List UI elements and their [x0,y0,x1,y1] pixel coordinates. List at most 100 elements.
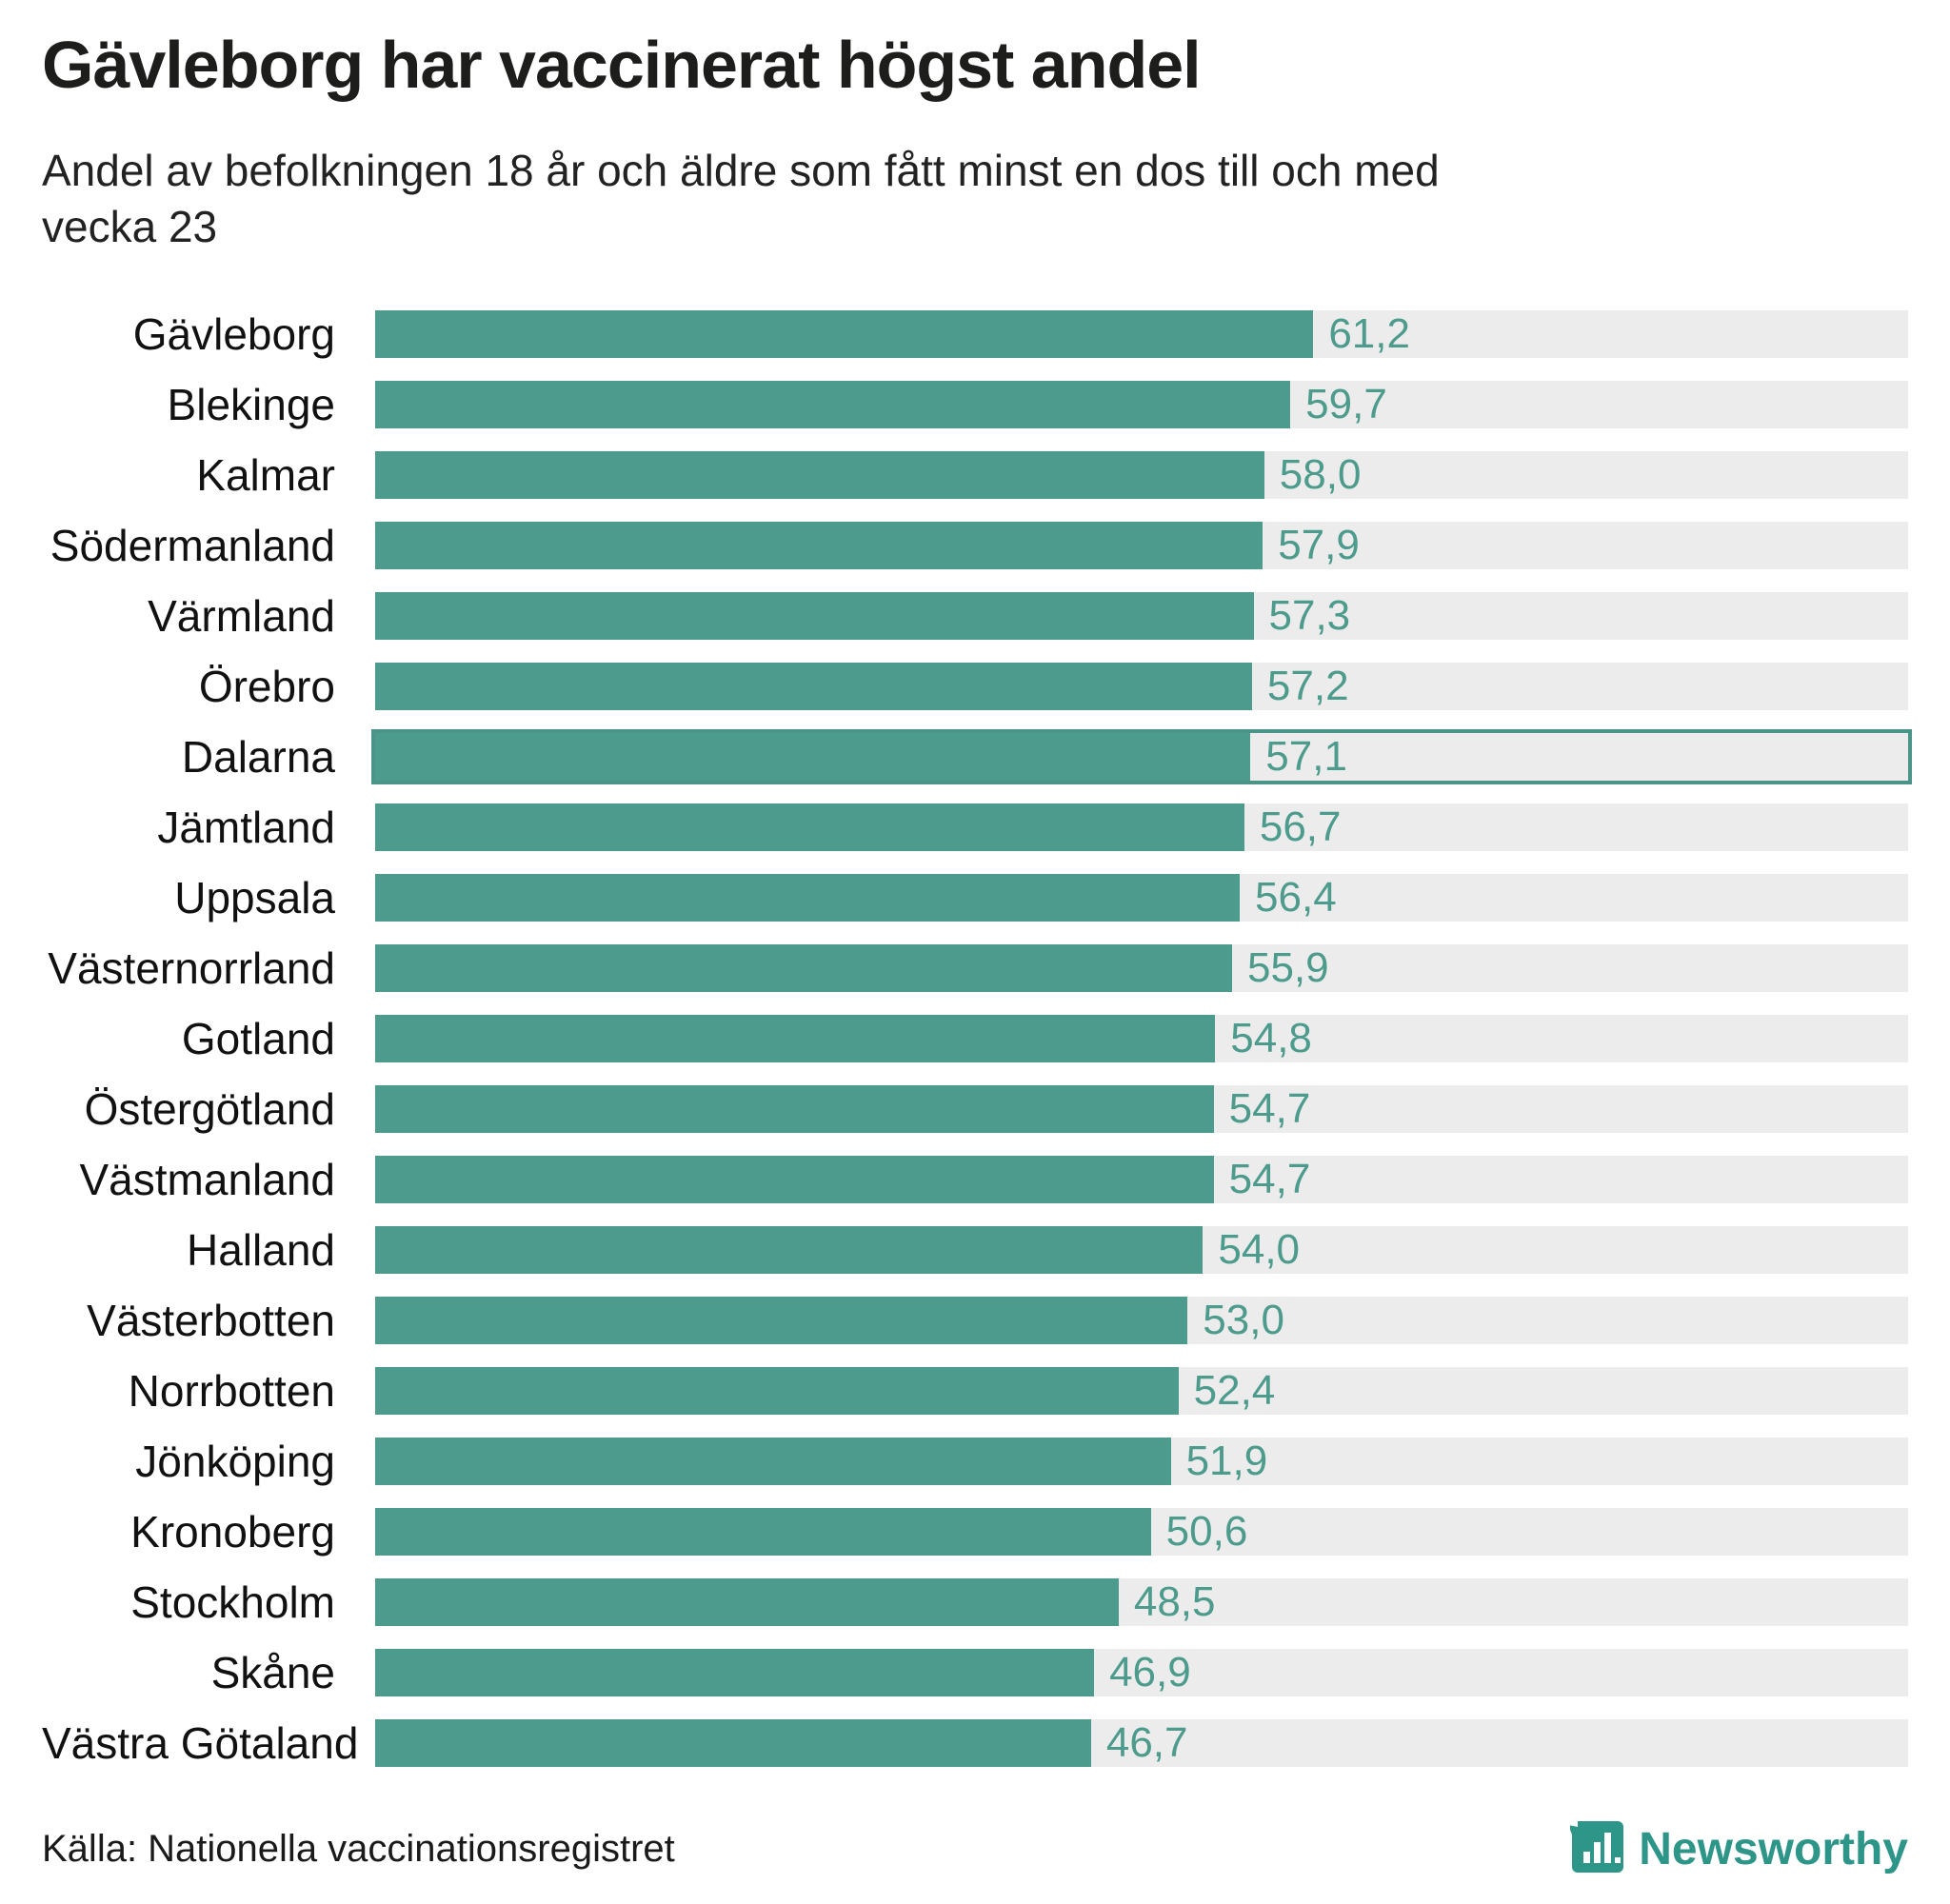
bar [375,1296,1188,1344]
chart-row: Halland 54,0 [42,1215,1908,1285]
bar-track: 53,0 [375,1296,1908,1344]
chart-row: Östergötland 54,7 [42,1074,1908,1144]
bar-track: 50,6 [375,1507,1908,1556]
value-label: 58,0 [1279,450,1362,498]
category-label: Örebro [198,661,335,711]
value-label: 57,9 [1278,521,1360,568]
bar-track: 55,9 [375,943,1908,992]
category-label: Västmanland [79,1154,336,1204]
bar [375,1648,1095,1696]
chart-row: Västerbotten 53,0 [42,1285,1908,1356]
chart-row: Jönköping 51,9 [42,1426,1908,1497]
chart-row: Norrbotten 52,4 [42,1356,1908,1426]
bar-track: 57,2 [375,662,1908,710]
bar-track: 54,8 [375,1014,1908,1062]
chart-row: Uppsala 56,4 [42,863,1908,933]
bar [375,1084,1214,1133]
category-label: Södermanland [50,520,335,570]
chart-row: Jämtland 56,7 [42,792,1908,863]
chart-row: Västra Götaland 46,7 [42,1708,1908,1778]
bar [375,380,1291,428]
chart-rows: Gävleborg 61,2 Blekinge 59,7 Kalmar 58,0 Söder… [42,299,1912,1778]
chart-row: Dalarna 57,1 [42,722,1912,792]
bar-track: 48,5 [375,1577,1908,1626]
category-label: Värmland [148,590,335,641]
bar-track: 57,3 [375,591,1908,640]
bar [375,1366,1179,1415]
category-label: Kronoberg [130,1506,335,1557]
bar-track: 58,0 [375,450,1908,499]
category-label: Jönköping [135,1436,335,1486]
chart-row: Kronoberg 50,6 [42,1497,1908,1567]
category-label: Västerbotten [87,1295,335,1345]
chart-row: Gotland 54,8 [42,1003,1908,1074]
bar-track: 52,4 [375,1366,1908,1415]
value-label: 59,7 [1305,380,1387,427]
bar-track: 57,1 [371,728,1912,784]
category-label: Uppsala [174,872,335,922]
chart-row: Gävleborg 61,2 [42,299,1908,369]
bar [375,873,1241,922]
value-label: 57,2 [1266,662,1349,709]
value-label: 46,9 [1109,1648,1191,1696]
value-label: 50,6 [1165,1507,1248,1555]
chart-row: Kalmar 58,0 [42,440,1908,510]
category-label: Jämtland [157,802,335,852]
value-label: 54,7 [1228,1155,1311,1202]
bar [375,732,1251,781]
value-label: 57,3 [1268,591,1351,639]
newsworthy-wordmark: Newsworthy [1639,1824,1908,1874]
category-label: Skåne [210,1647,335,1697]
bar [375,1507,1151,1556]
value-label: 54,8 [1230,1014,1312,1061]
value-label: 46,7 [1105,1718,1188,1766]
bar-track: 46,9 [375,1648,1908,1696]
chart-row: Stockholm 48,5 [42,1567,1908,1637]
bar-track: 54,7 [375,1084,1908,1133]
bar [375,943,1232,992]
bar [375,1577,1119,1626]
value-label: 52,4 [1193,1366,1276,1414]
chart-row: Västernorrland 55,9 [42,933,1908,1003]
category-label: Kalmar [196,449,335,500]
bar-track: 51,9 [375,1437,1908,1485]
source-note: Källa: Nationella vaccinationsregistret [42,1828,675,1870]
bar [375,1225,1204,1274]
category-label: Dalarna [181,731,335,782]
chart-row: Skåne 46,9 [42,1637,1908,1708]
category-label: Gävleborg [132,308,335,359]
bar [375,1437,1171,1485]
category-label: Norrbotten [128,1365,335,1416]
bar-track: 56,4 [375,873,1908,922]
chart-row: Örebro 57,2 [42,651,1908,722]
bar-track: 57,9 [375,521,1908,569]
bar-chart: Gävleborg 61,2 Blekinge 59,7 Kalmar 58,0 Söder… [42,299,1912,1778]
infographic: Gävleborg har vaccinerat högst andel And… [42,28,1912,1778]
chart-subtitle: Andel av befolkningen 18 år och äldre so… [42,146,1440,251]
value-label: 57,1 [1265,732,1347,780]
chart-row: Södermanland 57,9 [42,510,1908,581]
bar-track: 59,7 [375,380,1908,428]
category-label: Blekinge [167,379,335,429]
category-label: Västra Götaland [42,1717,359,1768]
category-label: Halland [187,1224,335,1275]
bar [375,450,1264,499]
value-label: 56,4 [1255,873,1337,921]
newsworthy-chart-icon [1568,1819,1625,1879]
page-title: Gävleborg har vaccinerat högst andel [42,28,1202,102]
newsworthy-logo[interactable]: Newsworthy [1568,1819,1908,1879]
category-label: Östergötland [84,1083,335,1134]
chart-row: Värmland 57,3 [42,581,1908,651]
chart-row: Blekinge 59,7 [42,369,1908,440]
bar-track: 54,0 [375,1225,1908,1274]
bar-track: 54,7 [375,1155,1908,1203]
value-label: 56,7 [1259,803,1342,850]
bar [375,1718,1091,1767]
chart-row: Västmanland 54,7 [42,1144,1908,1215]
value-label: 54,0 [1218,1225,1301,1273]
bar [375,662,1252,710]
bar [375,803,1244,851]
bar [375,521,1264,569]
category-label: Stockholm [130,1577,335,1627]
value-label: 61,2 [1328,309,1410,357]
